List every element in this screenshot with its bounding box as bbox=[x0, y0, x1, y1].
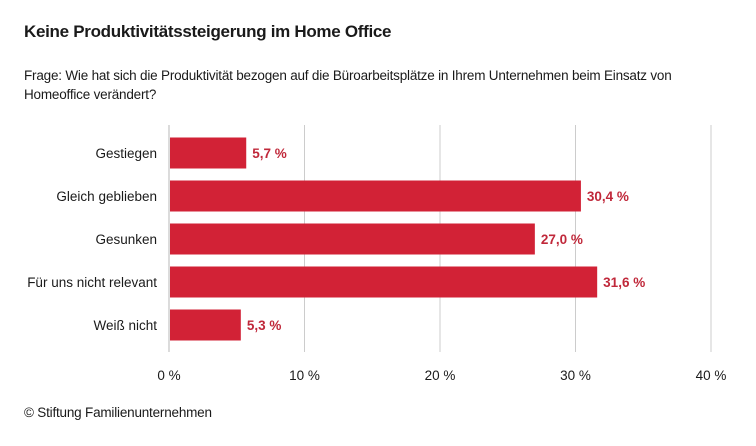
x-tick-label: 0 % bbox=[157, 368, 180, 383]
category-label: Gesunken bbox=[95, 232, 157, 247]
bar bbox=[170, 266, 598, 298]
x-tick-label: 10 % bbox=[289, 368, 320, 383]
value-label: 31,6 % bbox=[603, 275, 645, 290]
category-label: Für uns nicht relevant bbox=[27, 275, 157, 290]
source-note: © Stiftung Familienunternehmen bbox=[24, 405, 212, 420]
value-label: 27,0 % bbox=[541, 232, 583, 247]
category-label: Gleich geblieben bbox=[56, 189, 157, 204]
value-label: 5,7 % bbox=[252, 146, 287, 161]
value-label: 30,4 % bbox=[587, 189, 629, 204]
bar bbox=[170, 223, 535, 255]
chart-subtitle: Frage: Wie hat sich die Produktivität be… bbox=[24, 68, 672, 102]
x-tick-label: 20 % bbox=[425, 368, 456, 383]
x-tick-label: 40 % bbox=[696, 368, 727, 383]
value-label: 5,3 % bbox=[247, 318, 282, 333]
bar bbox=[170, 137, 247, 169]
chart-title: Keine Produktivitätssteigerung im Home O… bbox=[24, 22, 392, 41]
category-label: Gestiegen bbox=[95, 146, 157, 161]
bar bbox=[170, 180, 581, 212]
x-tick-label: 30 % bbox=[560, 368, 591, 383]
bar bbox=[170, 309, 241, 341]
category-label: Weiß nicht bbox=[93, 318, 157, 333]
